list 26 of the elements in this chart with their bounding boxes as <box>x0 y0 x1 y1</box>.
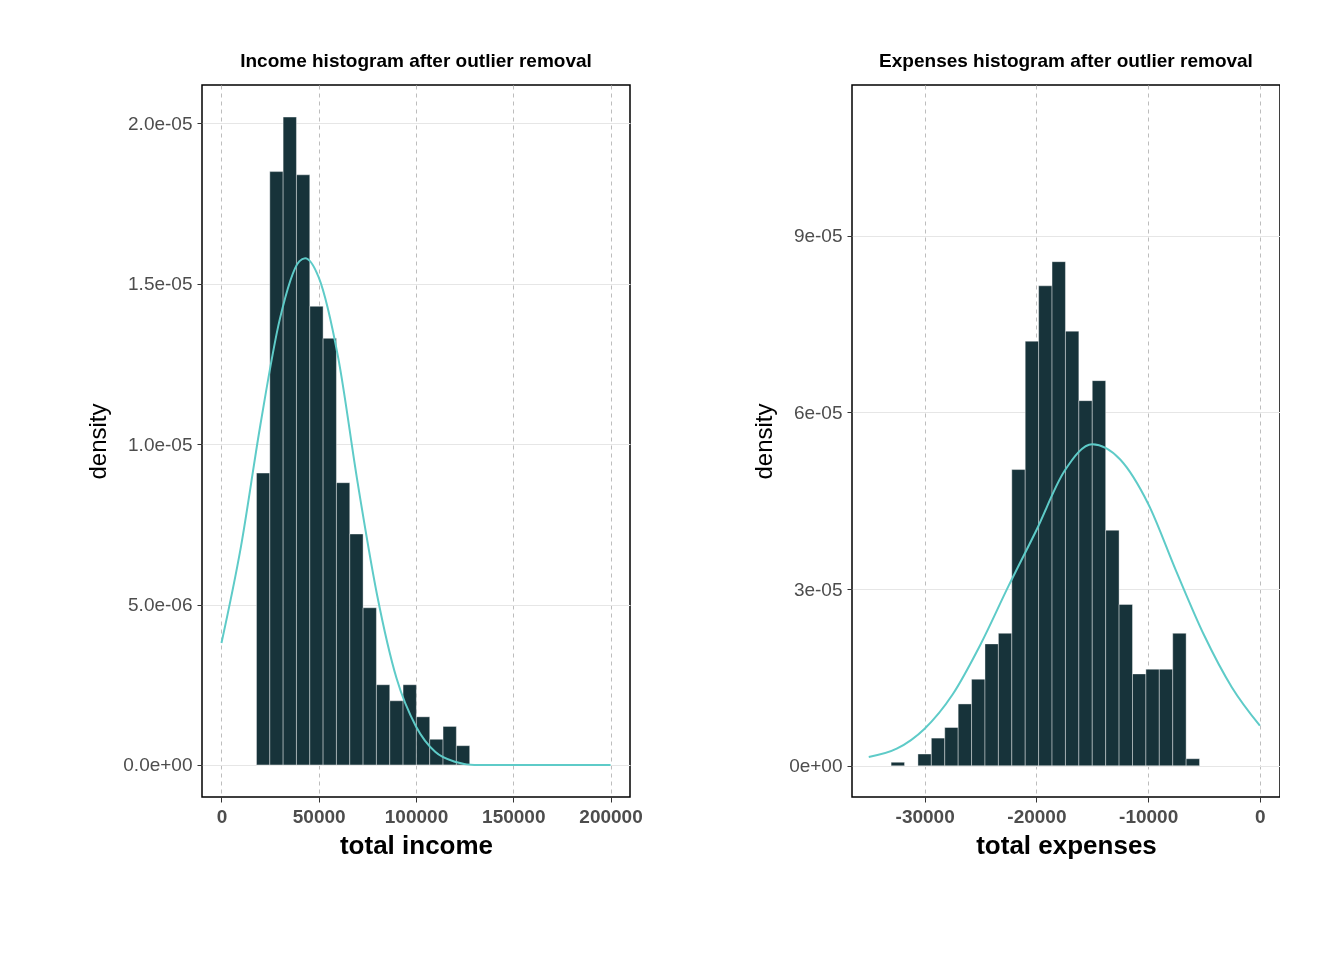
y-axis-title: density <box>750 403 778 480</box>
x-tick-label: 50000 <box>292 805 346 827</box>
x-tick-label: 0 <box>1255 805 1266 827</box>
chart-title: Income histogram after outlier removal <box>240 50 592 71</box>
y-tick-label: 0e+00 <box>789 755 843 777</box>
line-series <box>867 443 1261 758</box>
x-tick-label: 200000 <box>579 805 643 827</box>
y-tick-label: 5.0e-06 <box>128 594 193 616</box>
y-tick-label: 1.5e-05 <box>128 273 193 295</box>
x-tick-label: 0 <box>216 805 228 827</box>
y-tick-label: 6e-05 <box>793 401 843 423</box>
x-tick-label: -20000 <box>1007 805 1067 827</box>
line-series <box>220 257 612 766</box>
chart-title: Expenses histogram after outlier removal <box>879 50 1253 71</box>
x-tick-label: -10000 <box>1119 805 1179 827</box>
x-tick-label: 100000 <box>384 805 449 827</box>
y-axis-title: density <box>84 403 112 480</box>
x-tick-label: -30000 <box>895 805 955 827</box>
y-tick-label: 2.0e-05 <box>128 112 193 134</box>
y-tick-label: 3e-05 <box>793 578 843 600</box>
x-tick-label: 150000 <box>482 805 546 827</box>
y-tick-label: 9e-05 <box>793 225 843 247</box>
x-axis-title: total income <box>339 829 494 860</box>
y-tick-label: 0.0e+00 <box>123 754 193 776</box>
y-tick-label: 1.0e-05 <box>128 433 193 455</box>
x-axis-title: total expenses <box>976 829 1157 860</box>
